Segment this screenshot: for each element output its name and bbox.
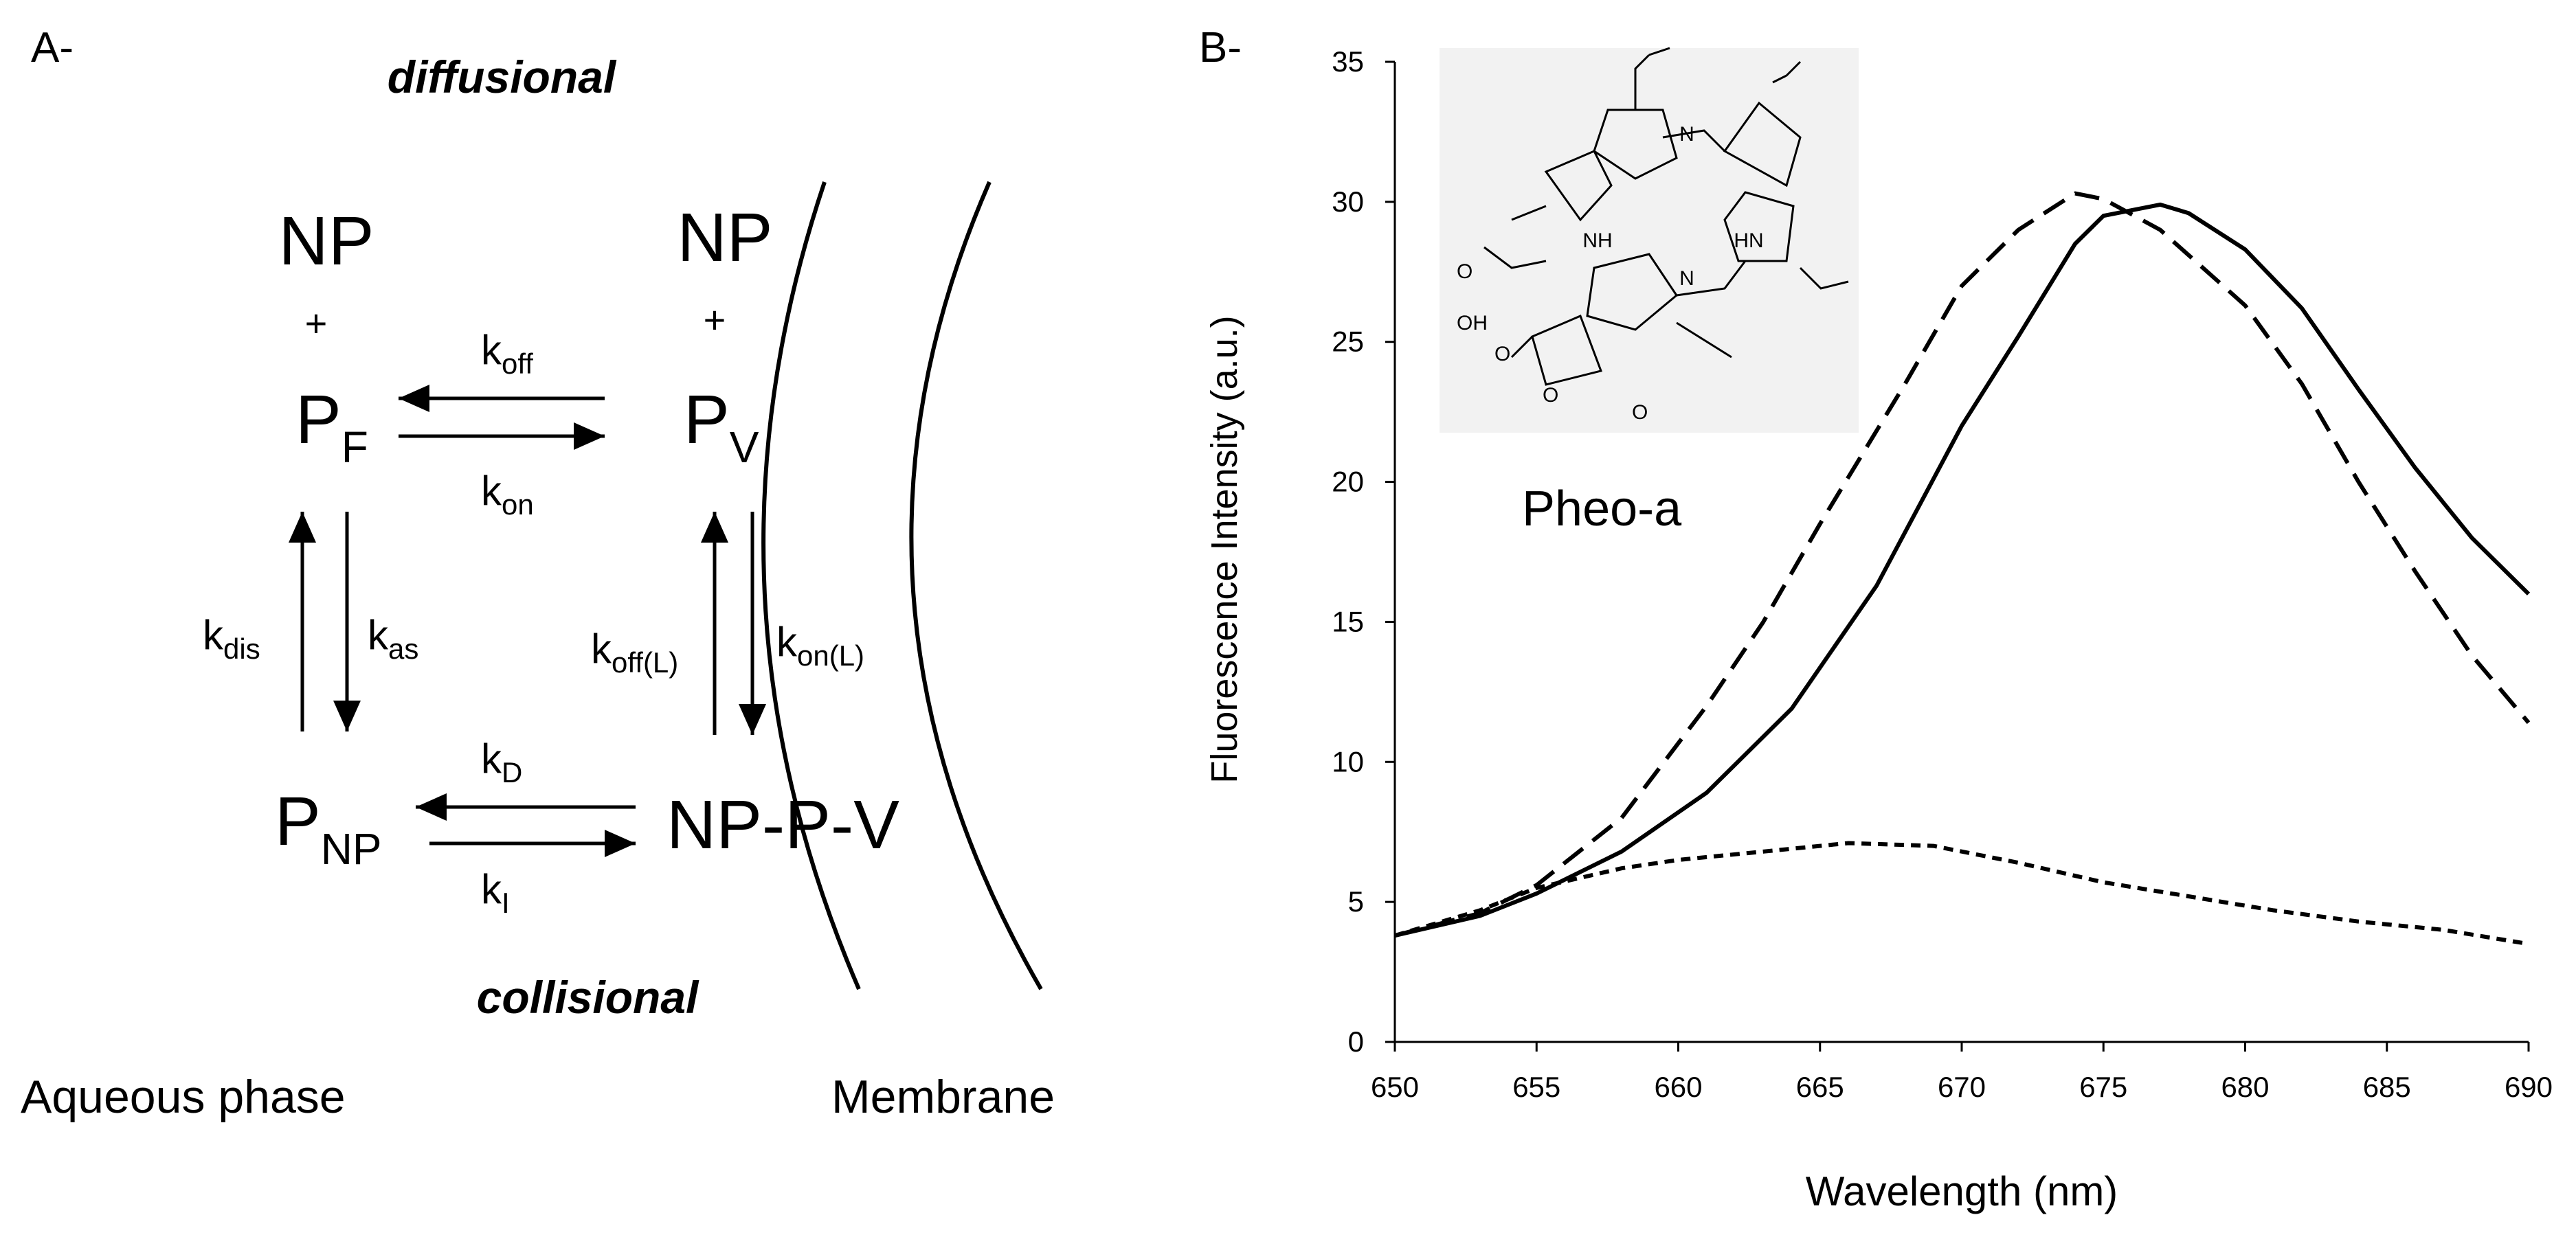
- pnp-main: P: [275, 783, 321, 860]
- rate-koffL: koff(L): [591, 626, 678, 679]
- np-left: NP: [279, 203, 374, 280]
- rate-konL: kon(L): [776, 619, 864, 672]
- y-ticks: 0 5 10 15 20 25 30 35: [1332, 45, 1395, 1058]
- y-tick-label: 35: [1332, 45, 1364, 78]
- x-axis-title: Wavelength (nm): [1806, 1168, 2118, 1214]
- inset-label: Pheo-a: [1522, 481, 1682, 536]
- rate-kD: kD: [481, 736, 522, 788]
- atom-o1: O: [1457, 260, 1472, 283]
- x-tick-label: 670: [1938, 1071, 1986, 1103]
- rate-kI: kI: [481, 866, 510, 919]
- rate-koff: koff: [481, 327, 533, 380]
- x-tick-label: 665: [1796, 1071, 1844, 1103]
- series-line-solid: [1394, 202, 2531, 938]
- atom-nh-left: NH: [1582, 229, 1612, 252]
- x-tick-label: 650: [1371, 1071, 1419, 1103]
- series-line-dotted: [1394, 841, 2529, 946]
- atom-n-bottom: N: [1679, 267, 1694, 290]
- atom-oh: OH: [1457, 312, 1488, 334]
- y-tick-label: 0: [1348, 1025, 1364, 1058]
- atom-o2: O: [1494, 343, 1510, 365]
- membrane-inner-arc: [909, 181, 1043, 990]
- aqueous-phase-label: Aqueous phase: [21, 1071, 346, 1123]
- series-line-dashed: [1394, 191, 2531, 938]
- pf-species: PF: [295, 381, 368, 472]
- pheo-a-molecule-drawing: [1440, 47, 1859, 433]
- pf-sub: F: [341, 422, 368, 472]
- plus-right: +: [704, 298, 726, 341]
- y-tick-label: 25: [1332, 326, 1364, 358]
- pv-main: P: [684, 381, 730, 458]
- panel-b-label: B-: [1199, 24, 1242, 71]
- rate-kdis: kdis: [203, 612, 260, 665]
- x-tick-label: 655: [1512, 1071, 1560, 1103]
- atom-n-top: N: [1679, 123, 1694, 146]
- atom-hn-right: HN: [1734, 229, 1763, 252]
- np-right: NP: [677, 199, 773, 276]
- atom-o4: O: [1632, 401, 1648, 424]
- rate-kas: kas: [368, 612, 418, 665]
- y-axis-title: Fluorescence Intensity (a.u.): [1204, 315, 1245, 783]
- panel-a-label: A-: [31, 24, 74, 71]
- series-layer: [1394, 191, 2531, 946]
- pnp-sub: NP: [321, 824, 382, 874]
- complex-species: NP-P-V: [667, 786, 899, 863]
- panel-a: A- diffusional collisional Aqueous phase…: [21, 24, 1055, 1123]
- x-tick-label: 660: [1654, 1071, 1702, 1103]
- pnp-species: PNP: [275, 783, 382, 874]
- rate-kon: kon: [481, 468, 534, 521]
- x-tick-label: 680: [2221, 1071, 2269, 1103]
- y-tick-label: 15: [1332, 605, 1364, 637]
- y-tick-label: 20: [1332, 466, 1364, 498]
- x-tick-label: 690: [2505, 1071, 2553, 1103]
- collisional-caption: collisional: [477, 972, 699, 1023]
- atom-o3: O: [1543, 384, 1558, 407]
- x-tick-label: 675: [2079, 1071, 2127, 1103]
- pv-species: PV: [684, 381, 759, 472]
- pf-main: P: [295, 381, 341, 458]
- y-tick-label: 5: [1348, 885, 1364, 918]
- plus-left: +: [305, 302, 328, 345]
- y-tick-label: 10: [1332, 745, 1364, 778]
- x-tick-label: 685: [2363, 1071, 2411, 1103]
- diffusional-caption: diffusional: [388, 52, 617, 102]
- y-tick-label: 30: [1332, 185, 1364, 218]
- x-ticks: 650 655 660 665 670 675 680 685 690: [1371, 1042, 2553, 1103]
- membrane-label: Membrane: [831, 1071, 1055, 1123]
- membrane-outer-arc: [761, 181, 861, 990]
- pv-sub: V: [730, 422, 759, 472]
